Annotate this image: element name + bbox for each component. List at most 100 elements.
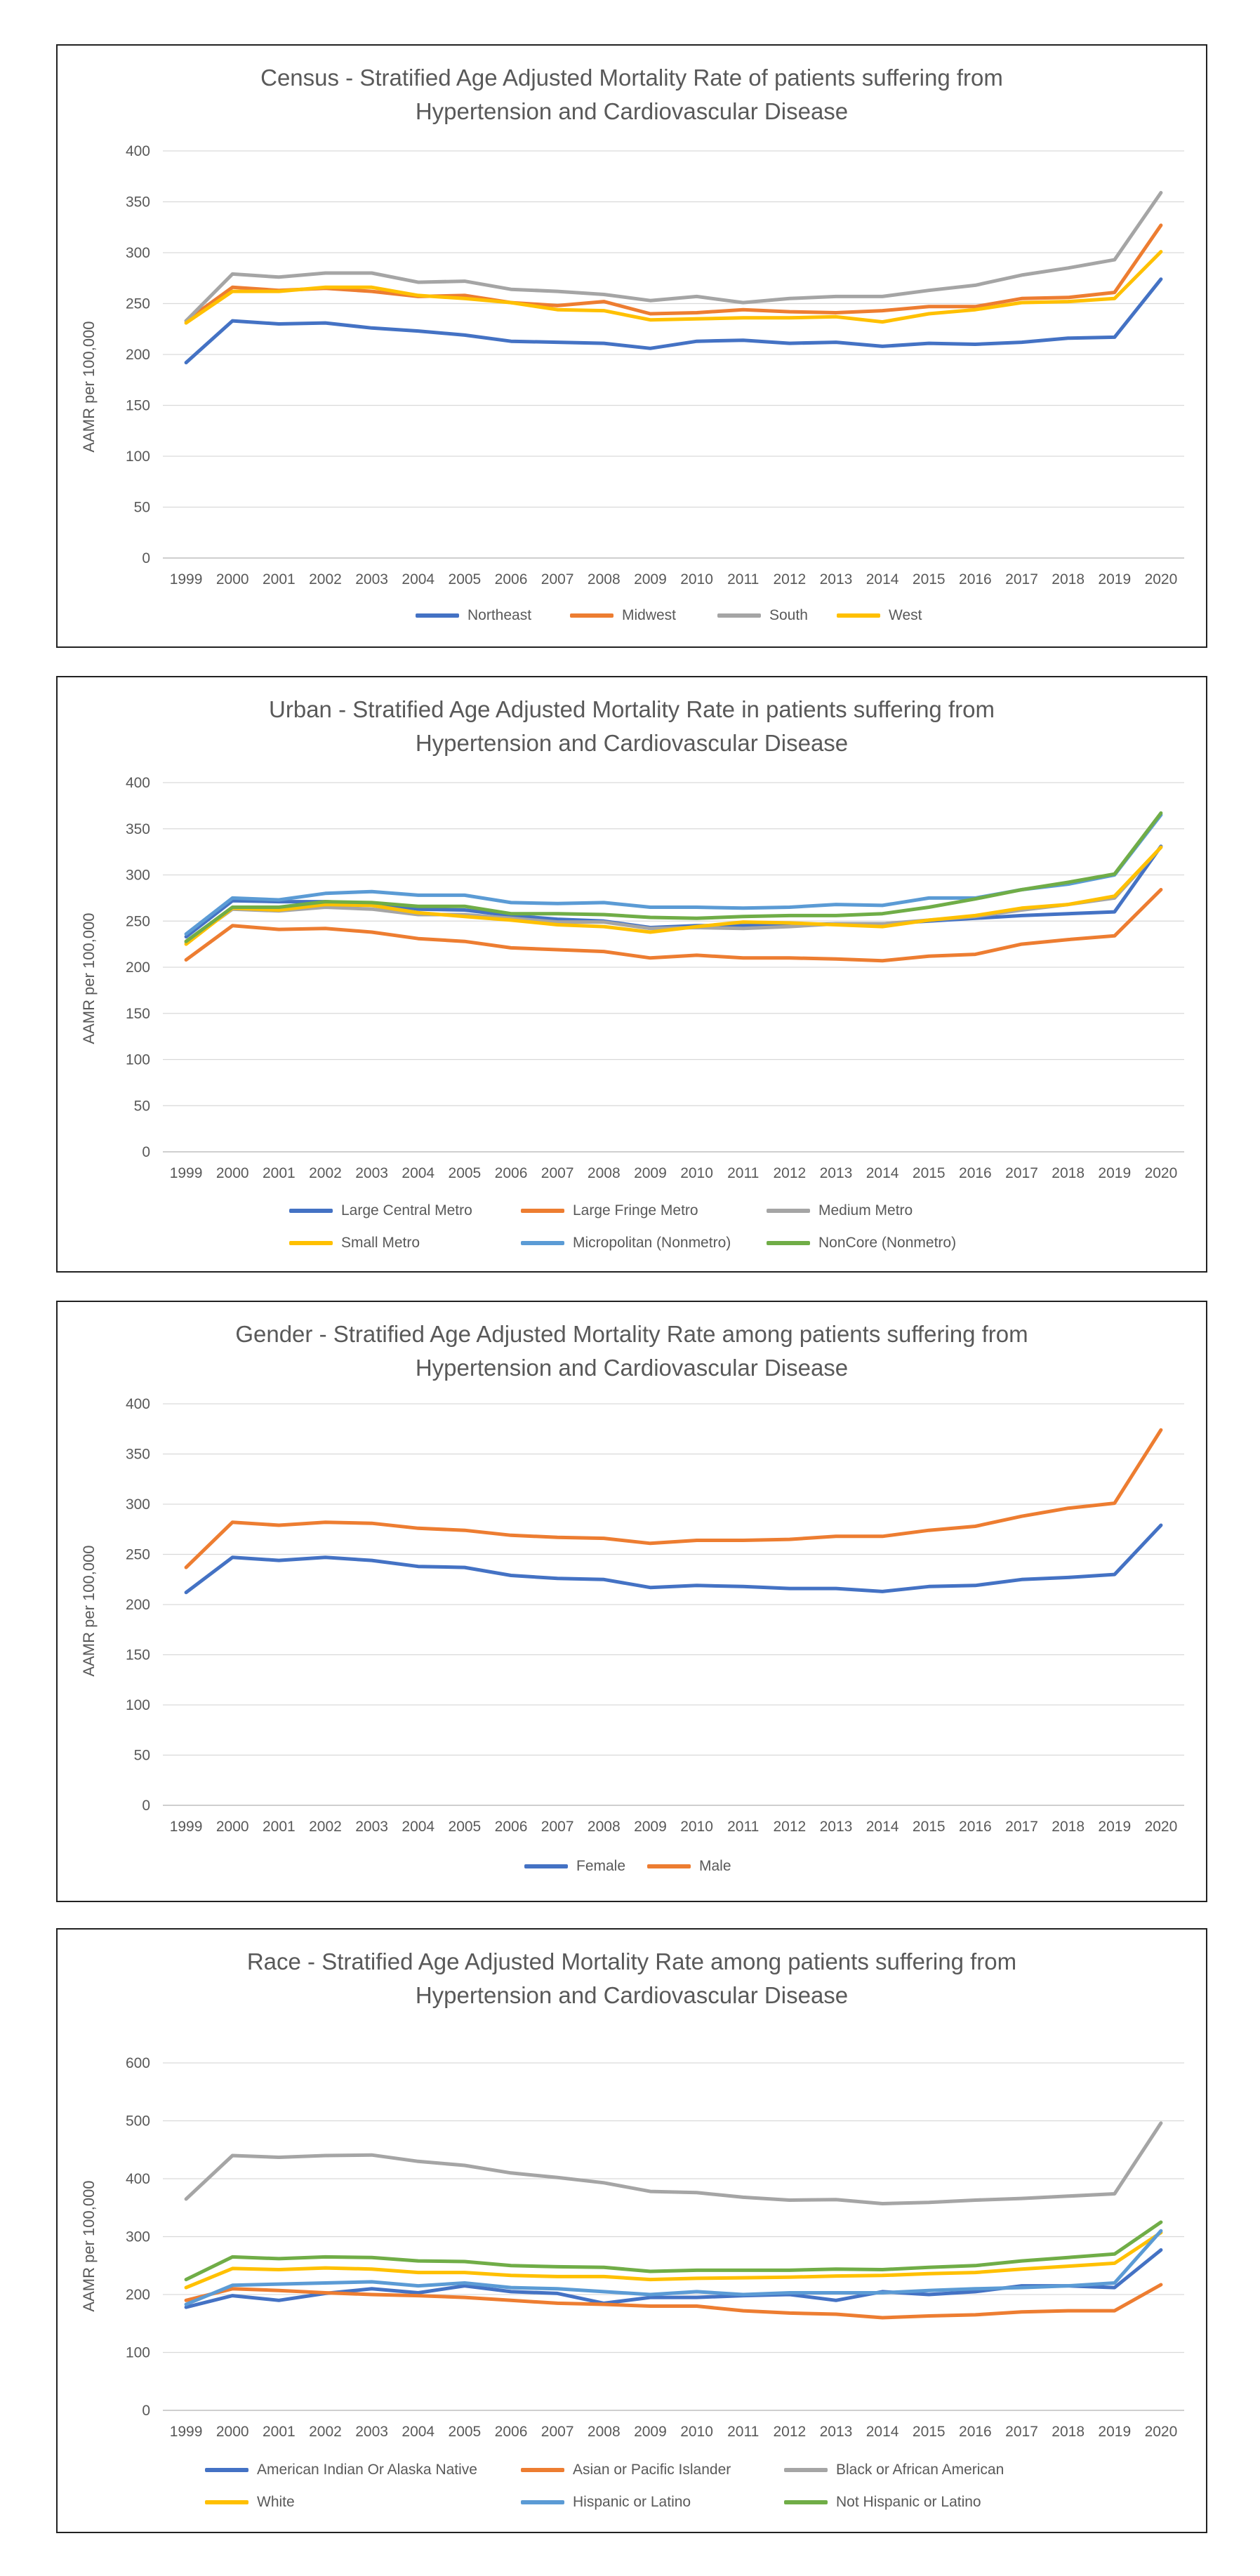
legend-item-american-indian-or-alaska-native: American Indian Or Alaska Native [205,2462,477,2478]
series-line-midwest [184,223,1163,323]
legend-swatch [784,2500,828,2504]
x-tick-label: 2020 [1145,1165,1178,1181]
series-line-noncore-nonmetro [184,811,1163,943]
x-tick-label: 2016 [959,1819,992,1835]
x-tick-label: 2014 [866,2424,899,2440]
legend-swatch [717,613,761,618]
legend-label: Small Metro [341,1235,420,1251]
legend-item-noncore-nonmetro: NonCore (Nonmetro) [767,1235,956,1252]
y-tick-label: 400 [126,1396,150,1412]
x-tick-label: 2012 [773,2424,806,2440]
series-line-white [184,2231,1163,2290]
legend-swatch [767,1241,810,1245]
x-tick-label: 2000 [216,571,249,587]
chart-panel-urban: Urban - Stratified Age Adjusted Mortalit… [56,676,1207,1273]
y-tick-label: 400 [126,775,150,791]
legend-item-female: Female [524,1858,625,1875]
legend-swatch [416,613,459,618]
legend-label: West [889,607,922,623]
x-tick-label: 2012 [773,571,806,587]
legend-label: South [769,607,808,623]
chart-title-line: Census - Stratified Age Adjusted Mortali… [260,65,1003,91]
legend-label: Northeast [467,607,532,623]
y-tick-label: 100 [126,1052,150,1068]
x-tick-label: 2004 [402,2424,435,2440]
x-tick-label: 2020 [1145,1819,1178,1835]
legend-label: Asian or Pacific Islander [573,2462,731,2478]
x-tick-label: 2004 [402,1165,435,1181]
x-tick-label: 2002 [309,2424,342,2440]
x-tick-label: 2005 [449,1819,482,1835]
legend-swatch [205,2500,248,2504]
x-tick-label: 1999 [170,1165,203,1181]
chart-title-line: Gender - Stratified Age Adjusted Mortali… [235,1321,1028,1347]
x-tick-label: 2002 [309,1819,342,1835]
legend-label: Large Fringe Metro [573,1202,698,1219]
legend-swatch [521,1209,564,1213]
legend-label: Medium Metro [818,1202,913,1219]
chart-title-line: Race - Stratified Age Adjusted Mortality… [246,1948,1017,1974]
x-tick-label: 2007 [541,571,574,587]
x-tick-label: 2014 [866,1165,899,1181]
x-tick-label: 2008 [588,2424,621,2440]
chart-panel-race: Race - Stratified Age Adjusted Mortality… [56,1928,1207,2533]
legend-swatch [205,2468,248,2472]
legend-label: Male [699,1858,731,1874]
x-tick-label: 2020 [1145,2424,1178,2440]
legend-item-west: West [837,607,922,624]
y-tick-label: 0 [142,2403,150,2419]
x-tick-label: 2019 [1098,571,1131,587]
x-tick-label: 2009 [634,1165,667,1181]
y-tick-label: 400 [126,2171,150,2187]
legend-swatch [570,613,614,618]
x-tick-label: 2015 [913,1165,946,1181]
x-tick-label: 2007 [541,1165,574,1181]
legend-swatch [289,1209,333,1213]
x-tick-label: 2019 [1098,2424,1131,2440]
y-tick-label: 300 [126,245,150,261]
x-tick-label: 2009 [634,2424,667,2440]
legend-label: Not Hispanic or Latino [836,2494,981,2510]
x-tick-label: 2009 [634,571,667,587]
series-line-west [184,250,1163,325]
x-tick-label: 2003 [355,1165,388,1181]
chart-title-census: Census - Stratified Age Adjusted Mortali… [58,61,1206,128]
x-tick-label: 2008 [588,1819,621,1835]
y-tick-label: 200 [126,347,150,363]
y-tick-label: 350 [126,821,150,837]
series-line-male [184,1428,1163,1569]
y-tick-label: 0 [142,550,150,566]
y-tick-label: 350 [126,194,150,211]
chart-panel-census: Census - Stratified Age Adjusted Mortali… [56,44,1207,648]
legend-label: Hispanic or Latino [573,2494,691,2510]
series-line-small-metro [184,845,1163,946]
legend-item-northeast: Northeast [416,607,531,624]
x-tick-label: 1999 [170,2424,203,2440]
legend-swatch [647,1864,691,1868]
legend-item-medium-metro: Medium Metro [767,1202,913,1219]
x-tick-label: 2000 [216,1819,249,1835]
legend-item-micropolitan-nonmetro: Micropolitan (Nonmetro) [521,1235,731,1252]
line-chart-race: 0 100 200 300 400 500 600 1999 2000 2001 2002 2003 2… [126,2055,1184,2440]
y-tick-label: 500 [126,2113,150,2130]
x-tick-label: 2006 [495,1165,528,1181]
x-tick-label: 2016 [959,2424,992,2440]
legend-label: American Indian Or Alaska Native [257,2462,477,2478]
chart-title-urban: Urban - Stratified Age Adjusted Mortalit… [58,693,1206,760]
legend-label: NonCore (Nonmetro) [818,1235,957,1251]
x-tick-label: 2019 [1098,1819,1131,1835]
x-tick-label: 2011 [727,571,759,587]
legend-swatch [767,1209,810,1213]
x-tick-label: 2001 [263,1165,296,1181]
legend-label: Midwest [622,607,677,623]
y-tick-label: 300 [126,868,150,884]
chart-title-gender: Gender - Stratified Age Adjusted Mortali… [58,1317,1206,1385]
y-tick-label: 150 [126,398,150,414]
chart-panel-gender: Gender - Stratified Age Adjusted Mortali… [56,1301,1207,1902]
y-tick-label: 300 [126,1496,150,1513]
line-chart-gender: 0 50 100 150 200 250 300 350 400 1999 2000 2001 2002… [126,1396,1184,1835]
x-tick-label: 2011 [727,1165,759,1181]
x-tick-label: 2000 [216,2424,249,2440]
line-chart-census: 0 50 100 150 200 250 300 350 400 1999 2000 2001 2002… [126,143,1184,587]
x-tick-label: 1999 [170,1819,203,1835]
